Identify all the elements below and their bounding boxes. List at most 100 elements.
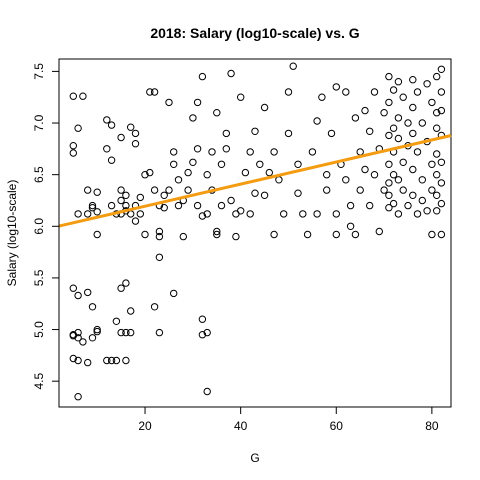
data-point xyxy=(122,191,130,200)
data-point xyxy=(433,124,441,132)
data-point xyxy=(437,179,446,187)
data-point xyxy=(280,210,288,218)
data-point xyxy=(241,168,250,177)
data-point xyxy=(342,176,350,184)
data-point xyxy=(131,129,140,138)
y-axis-label: Salary (log10-scale) xyxy=(5,180,19,287)
data-point xyxy=(289,62,297,70)
data-point xyxy=(184,168,192,177)
data-point xyxy=(107,121,116,129)
data-point xyxy=(260,103,269,112)
data-point xyxy=(404,119,412,127)
y-tick-label: 7.5 xyxy=(32,63,46,80)
data-point xyxy=(394,134,403,143)
data-point xyxy=(428,186,436,194)
data-point xyxy=(270,230,278,239)
data-point xyxy=(150,186,159,194)
data-point xyxy=(256,160,264,169)
data-point xyxy=(141,230,149,239)
data-point xyxy=(437,230,446,239)
data-point xyxy=(127,328,135,337)
data-point xyxy=(409,191,417,200)
data-point xyxy=(122,356,130,365)
data-point xyxy=(394,114,403,122)
data-point xyxy=(184,186,192,194)
data-point xyxy=(189,158,197,167)
data-point xyxy=(103,356,111,365)
y-axis: 4.5 5.0 5.5 6.0 6.5 7.0 7.5 xyxy=(32,63,60,390)
data-point xyxy=(193,145,202,153)
data-point xyxy=(170,148,178,156)
data-point xyxy=(389,171,398,179)
data-point xyxy=(227,69,235,78)
data-point xyxy=(313,210,321,218)
data-points xyxy=(69,62,446,401)
data-point xyxy=(69,92,78,100)
data-point xyxy=(69,332,78,340)
data-point xyxy=(117,186,125,194)
data-point xyxy=(385,204,393,212)
data-point xyxy=(380,109,388,117)
data-point xyxy=(203,328,211,337)
regression-line xyxy=(58,134,452,228)
data-point xyxy=(74,356,82,365)
data-point xyxy=(127,307,135,315)
data-point xyxy=(222,145,231,153)
data-point xyxy=(203,210,211,218)
data-point xyxy=(146,88,154,96)
x-tick-label: 60 xyxy=(330,419,344,433)
data-point xyxy=(275,176,283,184)
data-point xyxy=(409,165,417,174)
data-point xyxy=(198,212,207,220)
data-point xyxy=(428,230,436,239)
data-point xyxy=(385,98,393,107)
data-point xyxy=(394,210,403,218)
data-point xyxy=(93,208,101,216)
data-point xyxy=(103,145,111,153)
data-point xyxy=(385,160,393,169)
data-point xyxy=(437,65,446,74)
data-point xyxy=(394,176,403,184)
data-point xyxy=(260,191,269,200)
data-point xyxy=(375,227,383,236)
data-point xyxy=(122,201,130,210)
data-point xyxy=(346,201,355,210)
data-point xyxy=(389,86,398,94)
data-point xyxy=(131,140,140,148)
data-point xyxy=(193,98,202,107)
data-point xyxy=(203,387,211,396)
data-point xyxy=(198,315,207,323)
data-point xyxy=(270,148,278,156)
data-point xyxy=(342,88,350,96)
data-point xyxy=(366,201,374,210)
data-point xyxy=(193,201,202,210)
data-point xyxy=(237,93,245,101)
data-point xyxy=(189,114,197,122)
data-point xyxy=(399,93,407,101)
data-point xyxy=(213,227,221,236)
data-point xyxy=(251,189,259,197)
data-point xyxy=(107,156,116,164)
data-point xyxy=(160,191,168,200)
data-point xyxy=(428,160,436,169)
data-point xyxy=(131,217,140,225)
data-point xyxy=(399,158,407,167)
data-point xyxy=(380,186,388,194)
data-point xyxy=(74,291,82,300)
data-point xyxy=(323,186,331,194)
data-point xyxy=(155,232,164,241)
data-point xyxy=(69,149,78,157)
data-point xyxy=(318,93,326,101)
data-point xyxy=(217,160,226,169)
data-point xyxy=(74,334,82,342)
data-point xyxy=(198,331,207,339)
data-point xyxy=(366,127,374,136)
data-point xyxy=(413,210,422,218)
data-point xyxy=(437,88,446,96)
data-point xyxy=(237,207,245,215)
data-point xyxy=(174,201,183,210)
data-point xyxy=(93,325,101,334)
data-point xyxy=(160,204,168,212)
data-point xyxy=(356,148,364,156)
x-tick-label: 40 xyxy=(234,419,248,433)
